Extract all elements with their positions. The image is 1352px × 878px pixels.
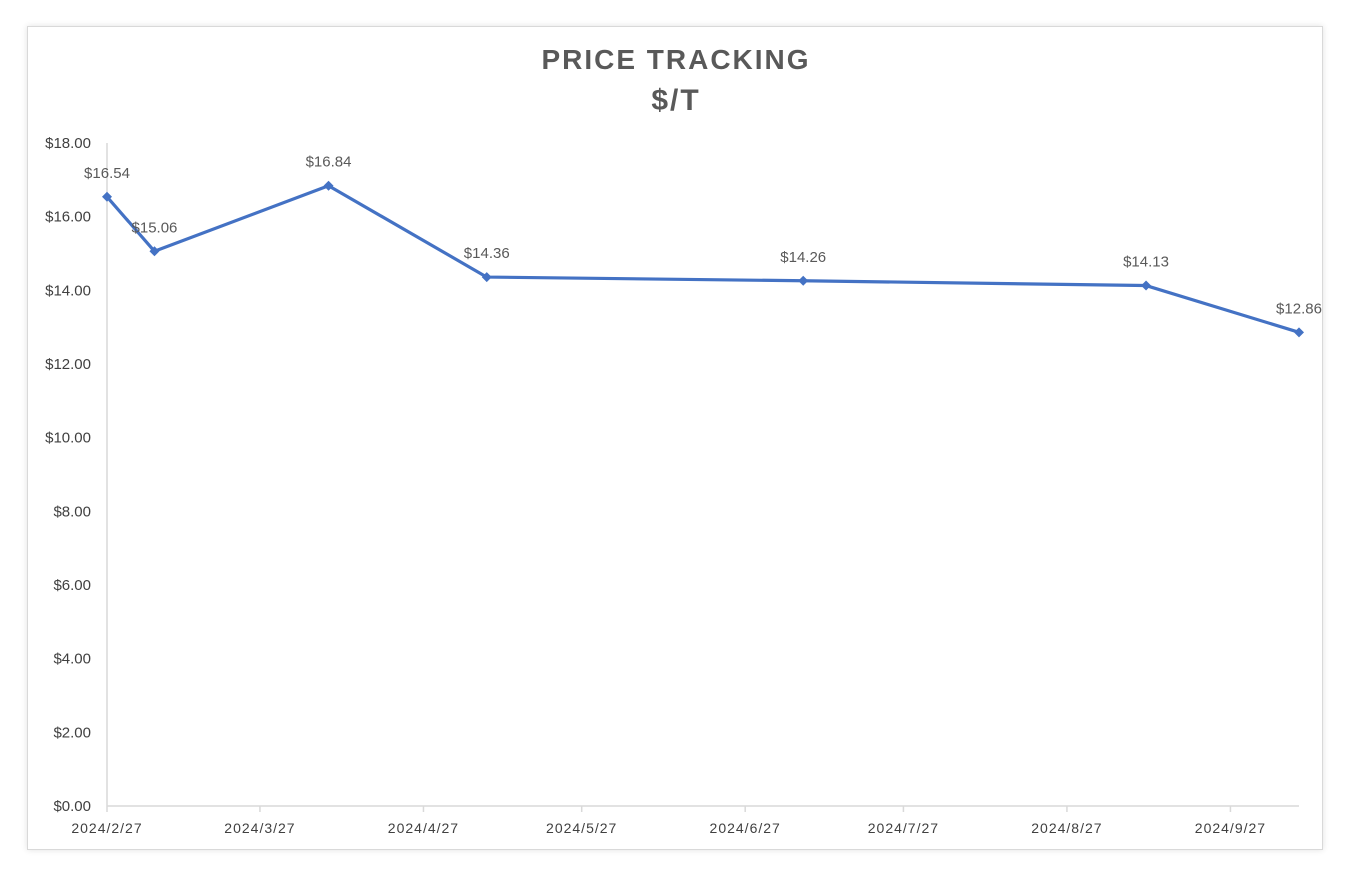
- chart-subtitle: $/T: [651, 84, 701, 117]
- data-label: $14.36: [464, 245, 510, 262]
- y-tick-label: $18.00: [45, 135, 91, 152]
- y-tick-label: $4.00: [53, 651, 91, 668]
- x-tick-label: 2024/2/27: [71, 820, 142, 836]
- x-tick-label: 2024/4/27: [388, 820, 459, 836]
- x-tick-label: 2024/9/27: [1195, 820, 1266, 836]
- chart-title: PRICE TRACKING: [541, 44, 811, 75]
- x-tick-label: 2024/3/27: [224, 820, 295, 836]
- chart-frame: [27, 26, 1323, 850]
- y-tick-label: $12.00: [45, 356, 91, 373]
- y-tick-label: $14.00: [45, 282, 91, 299]
- y-tick-label: $8.00: [53, 503, 91, 520]
- data-point-marker: [1294, 327, 1304, 338]
- data-label: $16.54: [84, 165, 130, 182]
- x-tick-label: 2024/7/27: [868, 820, 939, 836]
- data-label: $14.26: [780, 249, 826, 266]
- data-label: $15.06: [132, 219, 178, 236]
- data-point-marker: [149, 246, 160, 257]
- y-tick-label: $16.00: [45, 209, 91, 226]
- data-point-marker: [323, 180, 334, 191]
- data-label: $16.84: [306, 154, 352, 171]
- data-point-marker: [798, 275, 809, 286]
- data-label: $12.86: [1276, 300, 1322, 317]
- x-tick-label: 2024/5/27: [546, 820, 617, 836]
- series-line: [105, 184, 1300, 334]
- y-tick-label: $6.00: [53, 577, 91, 594]
- y-tick-label: $2.00: [53, 724, 91, 741]
- y-tick-label: $10.00: [45, 430, 91, 447]
- data-point-marker: [481, 272, 492, 283]
- y-tick-label: $0.00: [53, 798, 91, 815]
- x-tick-label: 2024/6/27: [710, 820, 781, 836]
- data-point-marker: [1141, 280, 1152, 291]
- data-label: $14.13: [1123, 254, 1169, 271]
- data-point-marker: [102, 191, 112, 202]
- x-tick-label: 2024/8/27: [1031, 820, 1102, 836]
